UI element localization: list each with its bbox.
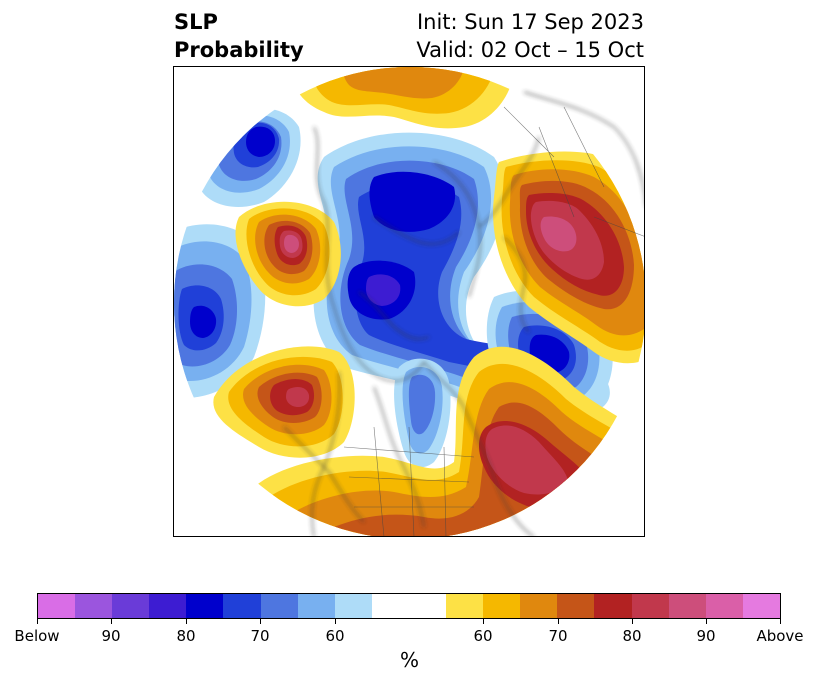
tick-label: 70 [548, 627, 568, 645]
colorbar-segment [149, 594, 187, 618]
tick-label: 70 [250, 627, 270, 645]
colorbar-segment [38, 594, 76, 618]
colorbar-segment [223, 594, 261, 618]
tick-label: 80 [622, 627, 642, 645]
colorbar-segment [260, 594, 298, 618]
tick-mark [111, 619, 112, 624]
tick-mark [632, 619, 633, 624]
colorbar-segment [297, 594, 335, 618]
colorbar [37, 593, 781, 619]
below-normal-west-lobe [174, 224, 266, 398]
colorbar-ticks: Below 90 80 70 60 60 70 80 90 Above [0, 619, 819, 649]
colorbar-segment [557, 594, 595, 618]
colorbar-segment [483, 594, 521, 618]
init-date: Init: Sun 17 Sep 2023 [416, 10, 644, 34]
colorbar-segment [446, 594, 484, 618]
title-variable: SLP [174, 10, 218, 34]
tick-mark [483, 619, 484, 624]
above-normal-north-arc [292, 67, 514, 129]
tick-label: 80 [176, 627, 196, 645]
below-normal-hudson-tongue [394, 358, 451, 468]
title-left: SLP Probability [174, 8, 304, 64]
colorbar-segment [371, 594, 409, 618]
coastlines [283, 91, 644, 536]
tick-label: 60 [473, 627, 493, 645]
tick-mark [706, 619, 707, 624]
tick-label: 60 [325, 627, 345, 645]
colorbar-segment [75, 594, 113, 618]
tick-mark [37, 619, 38, 624]
above-normal-gulf-of-alaska-lobe [213, 346, 355, 458]
shaded-probability-field [174, 67, 644, 536]
above-normal-siberia-lobe [493, 151, 644, 364]
tick-mark [186, 619, 187, 624]
colorbar-segment [594, 594, 632, 618]
colorbar-segment [112, 594, 150, 618]
colorbar-segment [334, 594, 372, 618]
valid-range: Valid: 02 Oct – 15 Oct [416, 38, 644, 62]
colorbar-segment [742, 594, 780, 618]
colorbar-segment [186, 594, 224, 618]
colorbar-segment [408, 594, 447, 618]
colorbar-segment [705, 594, 743, 618]
political-borders [343, 106, 644, 536]
colorbar-segment [631, 594, 669, 618]
title-metric: Probability [174, 38, 304, 62]
tick-mark [260, 619, 261, 624]
tick-mark [780, 619, 781, 624]
above-normal-kamchatka-lobe [235, 201, 341, 307]
tick-mark [558, 619, 559, 624]
tick-label: 90 [696, 627, 716, 645]
probability-map [174, 67, 644, 536]
tick-label: Above [756, 627, 804, 645]
below-normal-polar-region [313, 132, 610, 413]
colorbar-segment [520, 594, 558, 618]
title-right: Init: Sun 17 Sep 2023 Valid: 02 Oct – 15… [416, 8, 644, 64]
tick-mark [335, 619, 336, 624]
colorbar-segment [668, 594, 706, 618]
tick-label: 90 [101, 627, 121, 645]
map-panel [173, 66, 645, 537]
tick-label: Below [14, 627, 60, 645]
colorbar-unit-label: % [399, 648, 419, 672]
